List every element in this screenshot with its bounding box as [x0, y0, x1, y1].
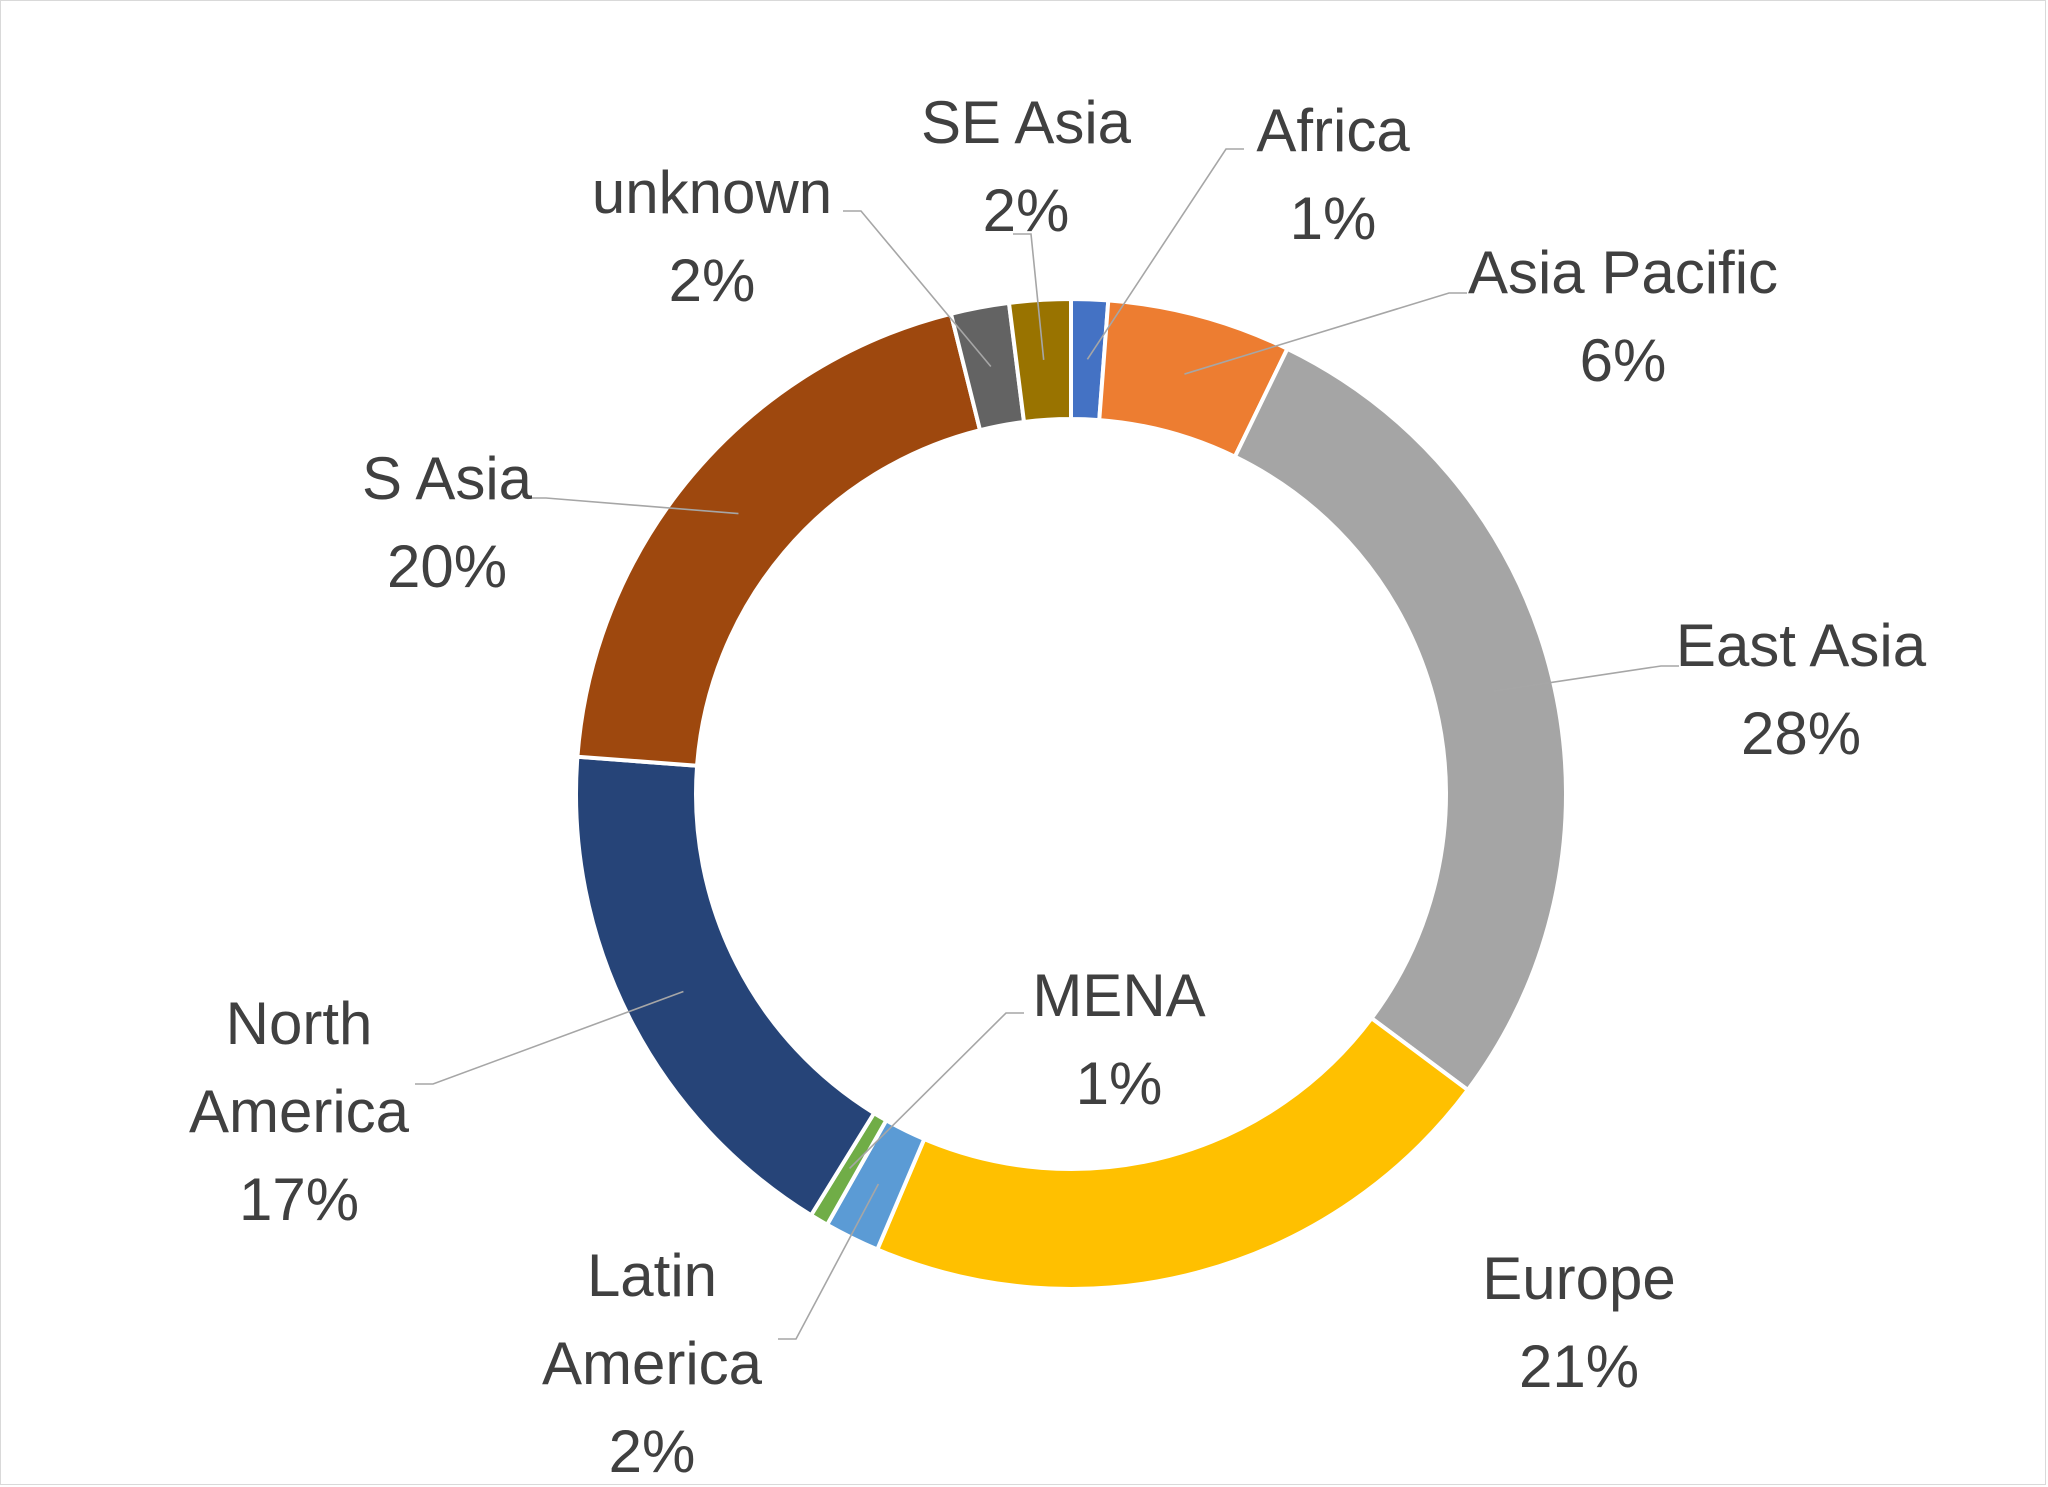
data-label-category: Latin: [587, 1242, 717, 1309]
slice-east-asia[interactable]: [1232, 346, 1568, 1093]
leader-line-africa: [1086, 148, 1244, 360]
data-label-asia-pacific: Asia Pacific 6%: [1468, 239, 1778, 394]
data-label-unknown: unknown 2%: [592, 159, 832, 314]
data-label-percent: 2%: [669, 247, 756, 314]
leader-line-mena: [849, 1012, 1024, 1169]
leader-line-se-asia: [1013, 233, 1045, 360]
data-label-category: Africa: [1256, 97, 1410, 164]
data-label-category: S Asia: [362, 445, 533, 512]
slice-se-asia[interactable]: [1006, 296, 1073, 425]
data-label-category: Asia Pacific: [1468, 239, 1778, 306]
data-label-category: unknown: [592, 159, 832, 226]
slice-europe[interactable]: [874, 1015, 1471, 1291]
slice-s-asia[interactable]: [575, 311, 983, 768]
data-label-latin-america: Latin America 2%: [542, 1242, 763, 1485]
data-label-category: MENA: [1032, 962, 1205, 1029]
slice-north-america[interactable]: [574, 754, 877, 1218]
leader-line-latin-america: [778, 1183, 880, 1340]
data-label-percent: 1%: [1290, 185, 1377, 252]
data-label-category: SE Asia: [921, 89, 1132, 156]
data-label-east-asia: East Asia 28%: [1676, 612, 1927, 767]
data-label-percent: 1%: [1076, 1050, 1163, 1117]
data-label-north-america: North America 17%: [189, 990, 410, 1233]
leader-line-asia-pacific: [1184, 292, 1467, 375]
leader-line-unknown: [843, 210, 992, 367]
leader-line-east-asia: [1493, 665, 1679, 692]
data-label-category: America: [189, 1078, 410, 1145]
data-label-mena: MENA 1%: [1032, 962, 1205, 1117]
data-label-se-asia: SE Asia 2%: [921, 89, 1132, 244]
data-label-percent: 6%: [1580, 327, 1667, 394]
data-label-percent: 21%: [1519, 1333, 1639, 1400]
data-label-category: North: [226, 990, 373, 1057]
data-label-africa: Africa 1%: [1256, 97, 1410, 252]
data-label-s-asia: S Asia 20%: [362, 445, 533, 600]
data-label-percent: 2%: [609, 1418, 696, 1485]
leader-line-north-america: [415, 990, 684, 1085]
leader-lines-layer: [415, 148, 1679, 1340]
data-labels-layer: Africa 1% Asia Pacific 6% East Asia 28% Europe…: [189, 89, 1927, 1485]
data-label-category: East Asia: [1676, 612, 1927, 679]
data-label-category: America: [542, 1330, 763, 1397]
slices-layer: [574, 296, 1568, 1291]
data-label-percent: 2%: [983, 177, 1070, 244]
data-label-percent: 20%: [387, 533, 507, 600]
data-label-percent: 17%: [239, 1166, 359, 1233]
data-label-category: Europe: [1482, 1245, 1675, 1312]
data-label-europe: Europe 21%: [1482, 1245, 1675, 1400]
data-label-percent: 28%: [1741, 700, 1861, 767]
leader-line-s-asia: [528, 497, 739, 515]
